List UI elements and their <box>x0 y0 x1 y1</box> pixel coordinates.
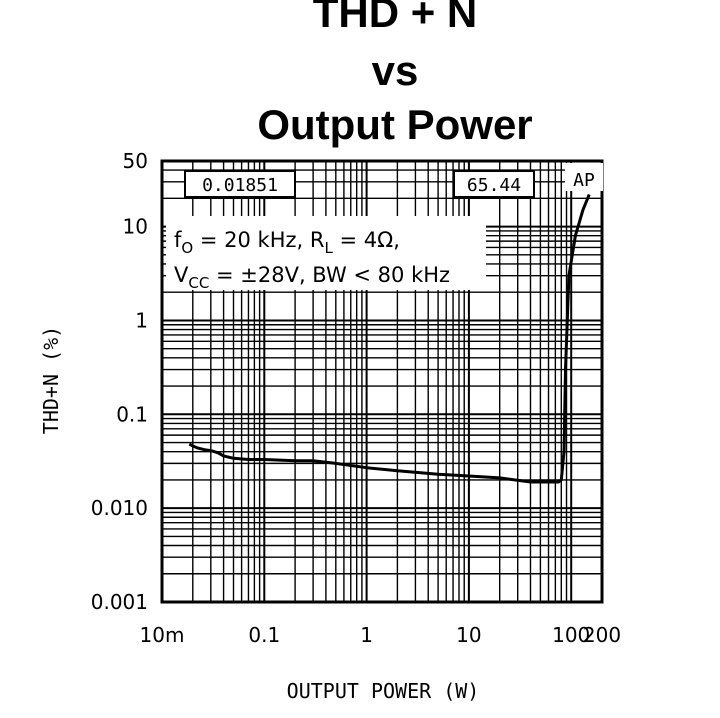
y-tick-label: 0.001 <box>91 590 148 614</box>
readout-box-right <box>453 170 535 198</box>
x-tick-label: 10m <box>140 623 185 647</box>
y-tick-label: 50 <box>123 149 148 173</box>
x-tick-label: 10 <box>456 623 481 647</box>
y-tick-label: 0.010 <box>91 496 148 520</box>
annotation-line-2: VCC = ±28V, BW < 80 kHz <box>174 263 450 292</box>
readout-left: 0.01851 <box>202 175 278 196</box>
y-tick-labels: 0.001 0.010 0.1 1 10 50 <box>91 149 148 614</box>
x-tick-label: 1 <box>360 623 373 647</box>
annotation-box <box>166 216 486 290</box>
chart-title-line-1: THD + N <box>312 0 478 36</box>
annotation-line-1: fO = 20 kHz, RL = 4Ω, <box>174 228 400 257</box>
x-axis-label: OUTPUT POWER (W) <box>287 679 480 703</box>
readout-box-left <box>184 170 296 198</box>
x-tick-label: 0.1 <box>248 623 280 647</box>
chart-title-line-2: vs <box>371 47 419 94</box>
x-tick-label: 100 <box>552 623 590 647</box>
series-line-thd <box>188 193 591 484</box>
plot-frame <box>160 159 604 604</box>
y-axis-label: THD+N (%) <box>39 326 63 434</box>
corner-tag: AP <box>573 170 595 191</box>
corner-tag-box <box>565 163 603 191</box>
y-tick-label: 0.1 <box>116 402 148 426</box>
y-tick-label: 10 <box>123 215 148 239</box>
y-tick-label: 1 <box>135 308 148 332</box>
x-tick-label: 200 <box>583 623 621 647</box>
chart-title-line-3: Output Power <box>257 101 533 148</box>
readout-right: 65.44 <box>467 175 521 196</box>
